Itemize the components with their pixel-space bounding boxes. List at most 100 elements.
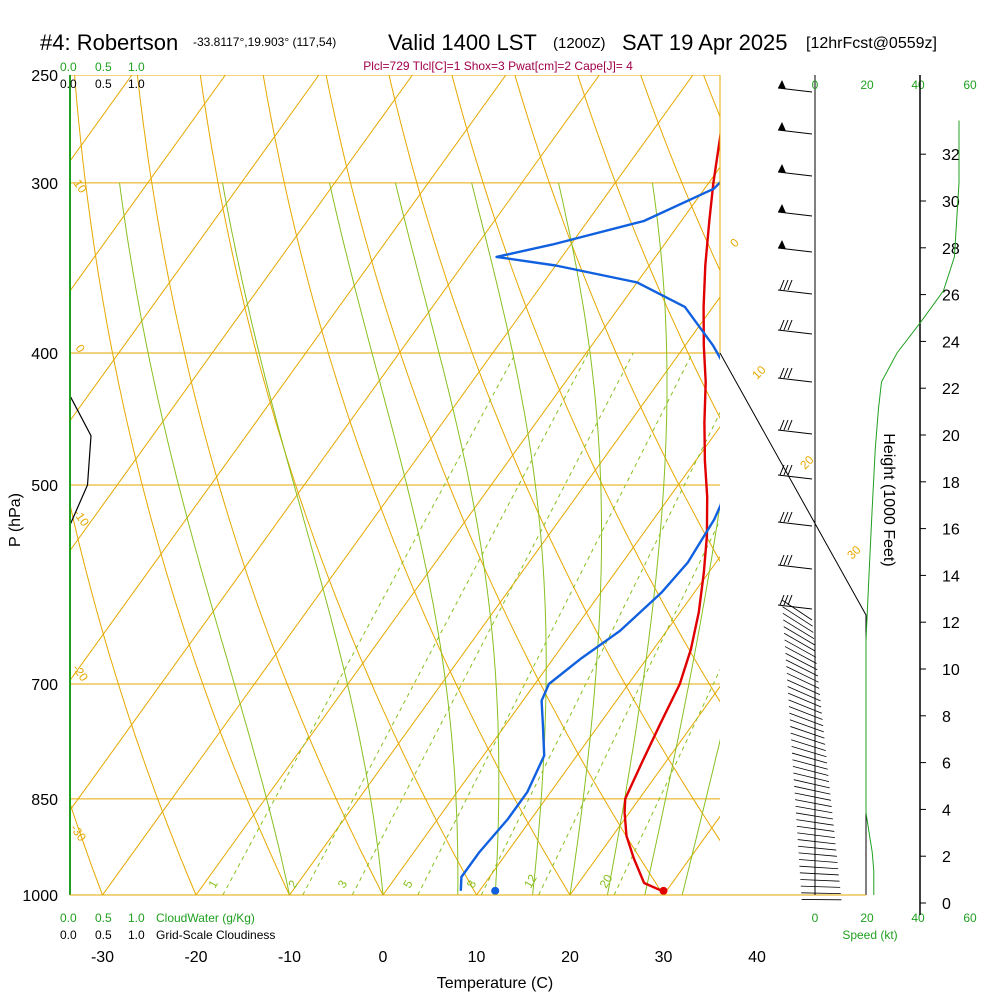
wind-barb-staff	[777, 429, 813, 435]
surface-temperature-marker	[659, 886, 668, 895]
low-level-wind-barb	[796, 819, 834, 826]
isotherm-label-0: 0	[727, 235, 742, 250]
height-tick-13: 26	[942, 288, 960, 305]
dry-adiabat-line	[451, 75, 720, 703]
y-tick-2: 400	[31, 346, 58, 363]
cloudwater-tick-2: 1.0	[128, 60, 145, 74]
low-level-wind-barb	[784, 646, 817, 664]
wind-barb	[777, 279, 813, 295]
low-level-wind-barb	[796, 825, 835, 832]
wind-barb	[777, 554, 813, 570]
cloudiness-label: Grid-Scale Cloudiness	[156, 928, 275, 942]
low-level-wind-barb	[798, 852, 837, 857]
mixing-ratio-line	[613, 668, 720, 895]
cloudiness-tick-0-bottom: 0.0	[60, 928, 77, 942]
wind-panel-boundary	[719, 352, 867, 895]
wind-barb-feather	[783, 594, 789, 606]
background-grid	[70, 75, 720, 895]
height-tick-0: 0	[942, 896, 951, 913]
moist-adiabat-line	[644, 501, 720, 895]
wind-barb	[777, 80, 813, 93]
wind-barb-staff	[777, 521, 813, 527]
speed-axis-title: Speed (kt)	[842, 928, 897, 942]
x-tick-3: 0	[379, 949, 388, 966]
wind-barb-feather	[787, 319, 793, 331]
wind-barb-feather	[779, 464, 785, 476]
low-level-wind-barb	[791, 746, 827, 758]
low-level-wind-barb	[798, 845, 837, 851]
low-level-wind-barb	[782, 606, 813, 627]
cloudiness-tick-1: 0.5	[95, 77, 112, 91]
low-level-wind-barb	[795, 799, 832, 807]
wind-barb-feather	[787, 464, 793, 476]
wind-barb-feather	[779, 279, 785, 291]
moist-adiabat-line	[681, 738, 720, 895]
y-tick-0: 250	[31, 68, 58, 85]
wind-barb-feather	[783, 419, 789, 431]
cloudiness-tick-1-bottom: 0.5	[95, 928, 112, 942]
wind-barb-pennant	[778, 164, 786, 173]
wind-barb	[777, 464, 813, 480]
mixing-ratio-label-0: 1	[205, 877, 221, 890]
isotherm-line	[70, 75, 413, 552]
dry-adiabat-line	[199, 75, 477, 895]
wind-barb	[777, 511, 813, 527]
height-tick-12: 24	[942, 334, 960, 351]
wind-barb	[777, 204, 813, 217]
speed-tick-bottom-1: 20	[860, 911, 874, 925]
wind-barb-feather	[783, 554, 789, 566]
dry-adiabat-line	[514, 75, 720, 563]
isotherm-line	[476, 555, 720, 895]
mixing-ratio-label-4: 8	[464, 877, 480, 890]
low-level-wind-barb	[797, 839, 836, 845]
cloudwater-tick-0-bottom: 0.0	[60, 911, 77, 925]
low-level-wind-barb	[782, 612, 814, 633]
low-level-wind-barb	[795, 812, 834, 820]
wind-barb-feather	[787, 554, 793, 566]
low-level-wind-barb	[786, 666, 819, 683]
wind-barb-feather	[783, 367, 789, 379]
wind-barb-pennant	[778, 204, 786, 213]
mixing-ratio-label-6: 20	[597, 872, 616, 891]
moist-adiabat-line	[394, 182, 500, 895]
height-tick-1: 2	[942, 849, 951, 866]
speed-tick-top-1: 20	[860, 78, 874, 92]
dry-adiabat-line	[262, 75, 571, 895]
wind-barb-feather	[787, 279, 793, 291]
low-level-wind-barb	[785, 659, 819, 677]
height-tick-5: 10	[942, 662, 960, 679]
wind-barb-staff	[777, 604, 813, 610]
height-tick-15: 30	[942, 194, 960, 211]
cloudwater-tick-0: 0.0	[60, 60, 77, 74]
height-tick-14: 28	[942, 241, 960, 258]
low-level-wind-barb	[788, 699, 822, 714]
sounding-profiles	[70, 129, 720, 895]
wind-barb-staff	[777, 474, 813, 480]
low-level-wind-barb	[786, 672, 820, 689]
station-title: #4: Robertson	[40, 30, 178, 55]
wind-barb-pennant	[778, 80, 786, 89]
valid-time: Valid 1400 LST	[388, 30, 537, 55]
x-tick-6: 30	[655, 949, 673, 966]
mixing-ratio-line	[302, 352, 589, 895]
dry-adiabat-line	[325, 75, 664, 895]
mixing-ratio-label-3: 5	[400, 877, 416, 890]
wind-barb-pennant	[778, 240, 786, 249]
wind-barb	[777, 319, 813, 335]
low-level-wind-barb	[788, 706, 823, 720]
low-level-wind-barb	[783, 619, 815, 639]
low-level-wind-barb	[797, 832, 835, 839]
moist-adiabat-line	[222, 182, 384, 895]
wind-barb	[777, 594, 813, 610]
moist-adiabat-line	[119, 182, 290, 895]
x-tick-7: 40	[748, 949, 766, 966]
x-tick-1: -20	[184, 949, 207, 966]
x-tick-2: -10	[278, 949, 301, 966]
wind-barb-staff	[777, 564, 813, 570]
y-tick-1: 300	[31, 176, 58, 193]
valid-utc: (1200Z)	[553, 35, 606, 52]
mixing-ratio-line	[351, 352, 634, 895]
